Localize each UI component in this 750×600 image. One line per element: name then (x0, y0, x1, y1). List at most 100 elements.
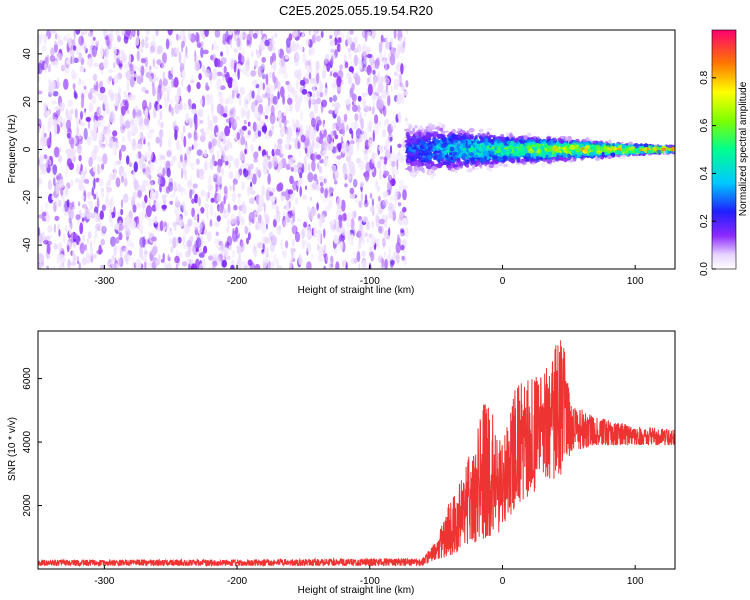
heatmap-cell (393, 168, 400, 175)
heatmap-cell (194, 119, 198, 131)
heatmap-cell (281, 191, 286, 197)
heatmap-cell (108, 75, 113, 82)
heatmap-cell (244, 71, 251, 78)
heatmap-cell (384, 139, 390, 150)
heatmap-cell (318, 137, 324, 144)
heatmap-cell (620, 141, 624, 145)
heatmap-cell (223, 195, 226, 205)
heatmap-cell (378, 226, 383, 233)
heatmap-cell (272, 71, 275, 83)
heatmap-cell (91, 95, 97, 105)
heatmap-cell (364, 92, 369, 97)
heatmap-cell (81, 79, 85, 89)
heatmap-cell (395, 242, 401, 254)
heatmap-cell (70, 209, 75, 220)
heatmap-cell (82, 233, 85, 243)
heatmap-cell (62, 118, 66, 129)
heatmap-cell (338, 216, 343, 229)
heatmap-cell (109, 42, 114, 49)
heatmap-cell (375, 202, 382, 211)
heatmap-cell (372, 129, 375, 142)
heatmap-cell (390, 120, 396, 130)
heatmap-cell (76, 115, 79, 127)
heatmap-cell (315, 97, 321, 105)
heatmap-cell (261, 56, 267, 63)
heatmap-cell (457, 157, 461, 162)
heatmap-cell (171, 107, 174, 116)
heatmap-cell (296, 133, 299, 138)
heatmap-cell (156, 59, 162, 66)
heatmap-cell (311, 129, 317, 135)
heatmap-cell (356, 251, 361, 263)
heatmap-cell (262, 159, 269, 170)
heatmap-cell (374, 114, 379, 124)
heatmap-cell (216, 103, 223, 115)
heatmap-cell (223, 155, 229, 162)
heatmap-cell (179, 154, 183, 164)
heatmap-cell (107, 179, 111, 187)
heatmap-cell (250, 163, 254, 170)
heatmap-cell (276, 183, 283, 192)
heatmap-cell (187, 179, 193, 188)
heatmap-cell (383, 119, 387, 127)
heatmap-cell (124, 99, 129, 112)
heatmap-cell (380, 158, 385, 164)
heatmap-cell (284, 143, 290, 150)
heatmap-cell (121, 245, 127, 252)
heatmap-cell (374, 238, 380, 244)
heatmap-cell (247, 186, 254, 194)
heatmap-cell (66, 132, 71, 139)
heatmap-cell (131, 141, 137, 151)
heatmap-cell (237, 68, 240, 81)
heatmap-cell (205, 82, 209, 90)
heatmap-cell (209, 219, 213, 227)
heatmap-cell (397, 49, 401, 56)
heatmap-cell (316, 184, 320, 192)
heatmap-cell (401, 85, 406, 92)
heatmap-cell (306, 242, 312, 253)
heatmap-cell (385, 41, 391, 50)
heatmap-cell (321, 70, 327, 80)
heatmap-cell (372, 69, 376, 75)
heatmap-cell (135, 109, 142, 119)
heatmap-cell (186, 240, 193, 248)
heatmap-cell (323, 228, 326, 239)
heatmap-cell (114, 95, 119, 106)
heatmap-cell (218, 93, 222, 103)
heatmap-cell (304, 92, 310, 103)
heatmap-cell (136, 49, 141, 62)
heatmap-cell (140, 57, 146, 64)
heatmap-cell (362, 238, 365, 246)
heatmap-cell (118, 232, 123, 241)
heatmap-cell (95, 177, 100, 183)
heatmap-cell (238, 211, 241, 222)
heatmap-cell (240, 163, 247, 169)
heatmap-cell (58, 229, 61, 237)
heatmap-cell (211, 109, 214, 119)
heatmap-cell (291, 137, 296, 143)
heatmap-cell (356, 230, 362, 238)
heatmap-cell (38, 253, 45, 262)
heatmap-cell (65, 186, 68, 196)
heatmap-cell (93, 62, 99, 68)
heatmap-cell (257, 111, 262, 119)
heatmap-cell (385, 214, 388, 223)
heatmap-cell (328, 186, 332, 198)
heatmap-cell (200, 30, 203, 38)
heatmap-cell (263, 261, 266, 269)
heatmap-cell (89, 200, 93, 211)
heatmap-cell (241, 204, 247, 215)
heatmap-cell (310, 46, 315, 56)
heatmap-cell (72, 83, 76, 90)
heatmap-cell (82, 109, 87, 117)
heatmap-cell (112, 130, 118, 137)
heatmap-cell (230, 39, 233, 49)
heatmap-cell (206, 207, 209, 220)
heatmap-cell (151, 236, 157, 242)
heatmap-cell (201, 219, 205, 227)
heatmap-cell (62, 206, 65, 213)
heatmap-cell (162, 78, 168, 87)
heatmap-cell (73, 30, 76, 40)
heatmap-cell (365, 161, 371, 174)
heatmap-cell (145, 179, 151, 188)
